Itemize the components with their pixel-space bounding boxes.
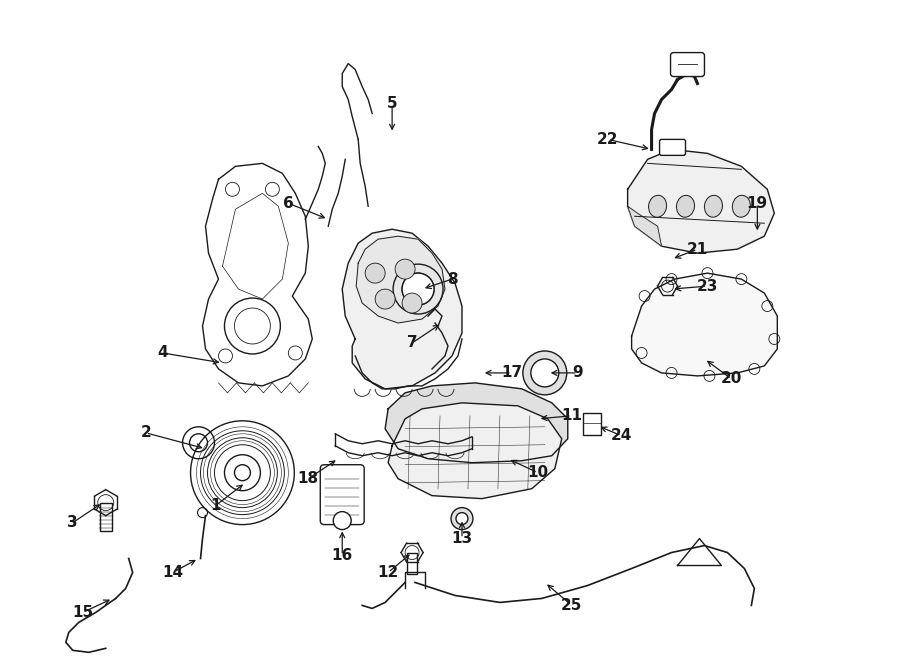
Bar [100, 502, 112, 531]
Text: 18: 18 [298, 471, 319, 486]
Text: 23: 23 [697, 278, 718, 293]
Ellipse shape [649, 195, 667, 217]
Ellipse shape [705, 195, 723, 217]
Text: 3: 3 [68, 515, 78, 530]
Text: 17: 17 [501, 366, 522, 381]
FancyBboxPatch shape [670, 53, 705, 77]
Text: 13: 13 [452, 531, 472, 546]
Text: 1: 1 [211, 498, 220, 513]
Text: 21: 21 [687, 242, 708, 256]
Bar [582, 413, 600, 435]
Circle shape [393, 264, 443, 314]
Text: 22: 22 [597, 132, 618, 147]
Ellipse shape [733, 195, 751, 217]
Text: 10: 10 [527, 465, 548, 480]
Text: 19: 19 [747, 196, 768, 211]
Text: 6: 6 [283, 196, 293, 211]
Text: 12: 12 [377, 565, 399, 580]
Circle shape [523, 351, 567, 395]
FancyBboxPatch shape [660, 139, 686, 155]
Polygon shape [342, 229, 462, 389]
Text: 20: 20 [721, 371, 742, 387]
Circle shape [395, 259, 415, 279]
Ellipse shape [677, 195, 695, 217]
Polygon shape [356, 236, 445, 323]
Circle shape [402, 273, 434, 305]
FancyBboxPatch shape [320, 465, 364, 525]
Text: 7: 7 [407, 336, 418, 350]
Text: 4: 4 [158, 346, 168, 360]
Polygon shape [632, 273, 778, 376]
Text: 14: 14 [162, 565, 183, 580]
Text: 15: 15 [72, 605, 94, 620]
Polygon shape [627, 149, 774, 253]
Circle shape [531, 359, 559, 387]
Text: 24: 24 [611, 428, 633, 444]
Text: 11: 11 [562, 408, 582, 423]
Circle shape [375, 289, 395, 309]
Circle shape [333, 512, 351, 529]
Text: 8: 8 [446, 272, 457, 287]
Circle shape [451, 508, 473, 529]
Text: 25: 25 [561, 598, 582, 613]
Polygon shape [627, 206, 662, 246]
Text: 2: 2 [140, 425, 151, 440]
Circle shape [365, 263, 385, 283]
Bar [407, 553, 417, 574]
Polygon shape [388, 403, 562, 498]
Polygon shape [385, 383, 568, 463]
Polygon shape [202, 163, 312, 386]
Circle shape [402, 293, 422, 313]
Text: 9: 9 [572, 366, 583, 381]
Circle shape [456, 513, 468, 525]
Text: 16: 16 [331, 548, 353, 563]
Text: 5: 5 [387, 96, 398, 111]
